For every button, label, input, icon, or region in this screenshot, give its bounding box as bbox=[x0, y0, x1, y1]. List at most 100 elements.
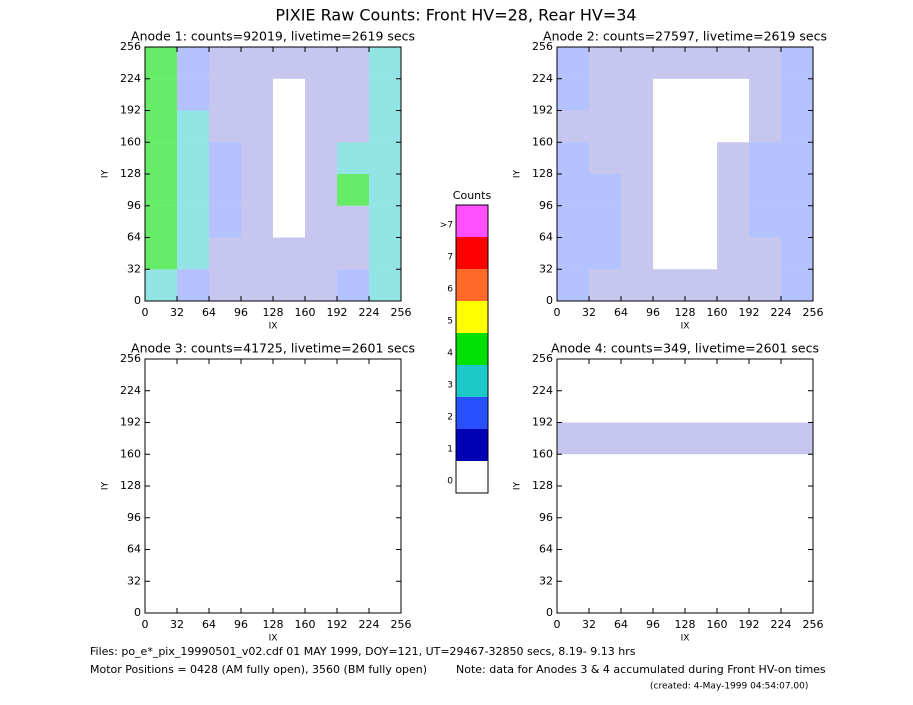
heat-cell bbox=[305, 174, 337, 206]
heat-cell bbox=[749, 549, 781, 582]
heat-cell bbox=[621, 110, 653, 143]
heat-cell bbox=[717, 237, 749, 270]
heat-cell bbox=[273, 205, 305, 238]
heat-cell bbox=[241, 486, 273, 518]
heat-cell bbox=[209, 486, 241, 518]
x-tick-label: 64 bbox=[202, 618, 216, 631]
heat-cell bbox=[749, 205, 781, 238]
x-tick-label: 64 bbox=[614, 618, 628, 631]
x-tick-label: 160 bbox=[295, 306, 316, 319]
heat-cell bbox=[177, 237, 209, 270]
heat-cell bbox=[369, 454, 401, 486]
heat-cell bbox=[145, 517, 177, 550]
heat-cell bbox=[369, 486, 401, 518]
y-tick-label: 0 bbox=[134, 294, 141, 307]
heat-cell bbox=[145, 390, 177, 423]
y-axis-label: IY bbox=[101, 169, 111, 178]
heat-cell bbox=[369, 237, 401, 270]
y-tick-label: 160 bbox=[120, 135, 141, 148]
heat-cell bbox=[177, 47, 209, 79]
heat-cell bbox=[781, 237, 813, 270]
heat-cell bbox=[145, 269, 177, 301]
heat-cell bbox=[749, 454, 781, 486]
heat-cell bbox=[337, 47, 369, 79]
heat-cell bbox=[685, 486, 717, 518]
heat-cell bbox=[241, 174, 273, 206]
heat-cell bbox=[337, 237, 369, 270]
heat-cell bbox=[209, 110, 241, 143]
heat-cell bbox=[241, 110, 273, 143]
x-tick-label: 64 bbox=[202, 306, 216, 319]
footer-note: Note: data for Anodes 3 & 4 accumulated … bbox=[456, 663, 826, 676]
heat-cell bbox=[241, 237, 273, 270]
heat-cell bbox=[369, 390, 401, 423]
y-axis-label: IY bbox=[513, 169, 523, 178]
y-axis-label: IY bbox=[101, 481, 111, 490]
heat-cell bbox=[621, 549, 653, 582]
y-tick-label: 192 bbox=[120, 416, 141, 429]
y-tick-label: 256 bbox=[532, 40, 553, 53]
heat-cell bbox=[145, 110, 177, 143]
x-tick-label: 224 bbox=[359, 618, 380, 631]
heat-cell bbox=[369, 517, 401, 550]
heat-cell bbox=[145, 237, 177, 270]
heat-cell bbox=[589, 142, 621, 174]
y-tick-label: 0 bbox=[546, 294, 553, 307]
heat-cell bbox=[177, 454, 209, 486]
heat-cell bbox=[621, 47, 653, 79]
heat-cell bbox=[305, 47, 337, 79]
x-tick-label: 192 bbox=[327, 306, 348, 319]
heat-cell bbox=[621, 390, 653, 423]
heat-cell bbox=[241, 78, 273, 111]
heat-cell bbox=[145, 359, 177, 391]
heat-cell bbox=[589, 359, 621, 391]
x-tick-label: 96 bbox=[646, 306, 660, 319]
heat-cell bbox=[145, 47, 177, 79]
heat-cell bbox=[337, 486, 369, 518]
colorbar-swatch bbox=[456, 429, 488, 461]
heat-cell bbox=[209, 174, 241, 206]
x-tick-label: 128 bbox=[263, 618, 284, 631]
heat-cell bbox=[209, 237, 241, 270]
heat-cell bbox=[273, 581, 305, 613]
heat-cell bbox=[621, 237, 653, 270]
heat-cell bbox=[337, 359, 369, 391]
heat-cell bbox=[557, 422, 589, 455]
heat-cell bbox=[557, 47, 589, 79]
heat-cell bbox=[557, 205, 589, 238]
heat-cell bbox=[589, 237, 621, 270]
y-tick-label: 96 bbox=[127, 199, 141, 212]
heat-cell bbox=[653, 390, 685, 423]
heat-cell bbox=[305, 269, 337, 301]
y-tick-label: 64 bbox=[127, 543, 141, 556]
heat-cell bbox=[717, 454, 749, 486]
x-axis-label: IX bbox=[269, 322, 278, 332]
y-tick-label: 128 bbox=[120, 479, 141, 492]
heat-cell bbox=[781, 110, 813, 143]
heat-cell bbox=[145, 422, 177, 455]
heat-cell bbox=[241, 390, 273, 423]
y-tick-label: 224 bbox=[120, 72, 141, 85]
heat-cell bbox=[653, 517, 685, 550]
heat-cell bbox=[685, 454, 717, 486]
y-tick-label: 32 bbox=[127, 574, 141, 587]
heat-cell bbox=[589, 78, 621, 111]
colorbar-label: 4 bbox=[447, 349, 453, 359]
y-tick-label: 256 bbox=[120, 40, 141, 53]
heat-cell bbox=[685, 47, 717, 79]
y-tick-label: 160 bbox=[532, 135, 553, 148]
x-tick-label: 160 bbox=[707, 306, 728, 319]
heat-cell bbox=[685, 269, 717, 301]
x-tick-label: 32 bbox=[582, 306, 596, 319]
heat-cell bbox=[589, 205, 621, 238]
heat-cell bbox=[273, 390, 305, 423]
footer-created: (created: 4-May-1999 04:54:07.00) bbox=[650, 682, 808, 692]
heat-cell bbox=[209, 205, 241, 238]
x-tick-label: 256 bbox=[391, 306, 412, 319]
colorbar-swatch bbox=[456, 237, 488, 269]
colorbar-swatch bbox=[456, 461, 488, 493]
heat-cell bbox=[621, 359, 653, 391]
y-tick-label: 256 bbox=[120, 352, 141, 365]
y-tick-label: 96 bbox=[127, 511, 141, 524]
heat-cell bbox=[241, 47, 273, 79]
